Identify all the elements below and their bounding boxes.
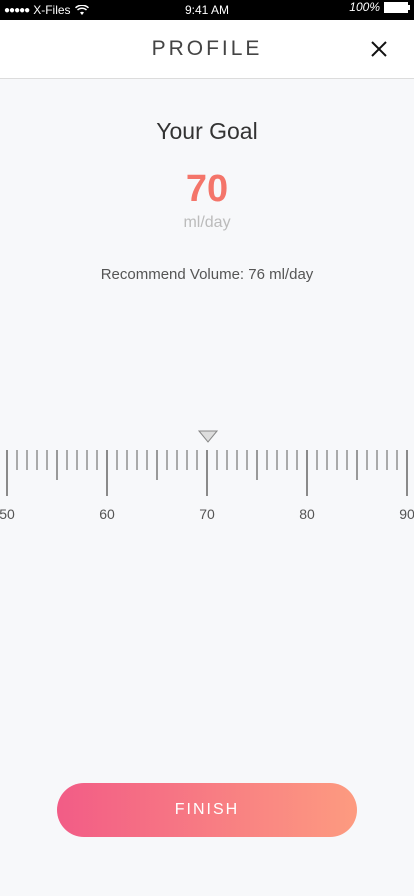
ruler-tick xyxy=(286,450,288,470)
ruler-tick xyxy=(366,450,368,470)
ruler-tick xyxy=(246,450,248,470)
finish-button[interactable]: FINISH xyxy=(57,783,357,837)
recommend-volume: Recommend Volume: 76 ml/day xyxy=(100,266,314,283)
ruler-tick xyxy=(16,450,18,470)
ruler-tick xyxy=(36,450,38,470)
ruler-tick xyxy=(256,450,258,480)
nav-bar: PROFILE xyxy=(0,20,414,79)
ruler-tick xyxy=(406,450,408,496)
carrier-name: X-Files xyxy=(33,3,71,17)
battery-icon xyxy=(384,1,410,13)
signal-icon: ●●●●● xyxy=(4,4,30,16)
ruler-label: 50 xyxy=(0,506,15,522)
goal-value: 70 xyxy=(185,168,229,210)
ruler-tick xyxy=(346,450,348,470)
ruler-tick xyxy=(386,450,388,470)
ruler-tick xyxy=(216,450,218,470)
ruler-pointer-icon xyxy=(198,430,218,443)
ruler-tick xyxy=(306,450,308,496)
ruler-tick xyxy=(76,450,78,470)
ruler-tick xyxy=(26,450,28,470)
volume-ruler-slider[interactable]: 50 60 70 80 90 xyxy=(0,448,414,528)
ruler-tick xyxy=(316,450,318,470)
ruler-tick xyxy=(6,450,8,496)
ruler-tick xyxy=(226,450,228,470)
ruler-tick xyxy=(146,450,148,470)
ruler-tick xyxy=(186,450,188,470)
ruler-tick xyxy=(376,450,378,470)
ruler-tick xyxy=(136,450,138,470)
goal-title: Your Goal xyxy=(156,118,258,144)
ruler-label: 80 xyxy=(299,506,315,522)
ruler-tick xyxy=(156,450,158,480)
wifi-icon xyxy=(74,4,89,15)
ruler-tick xyxy=(266,450,268,470)
ruler-label: 60 xyxy=(99,506,115,522)
ruler-tick xyxy=(296,450,298,470)
ruler-tick xyxy=(126,450,128,470)
status-bar-right: 100% xyxy=(349,0,410,14)
ruler-tick xyxy=(336,450,338,470)
ruler-tick xyxy=(196,450,198,470)
ruler-tick xyxy=(96,450,98,470)
status-time: 9:41 AM xyxy=(184,3,230,17)
ruler-tick xyxy=(56,450,58,480)
status-bar: ●●●●● X-Files 9:41 AM 100% xyxy=(0,0,414,20)
ruler-tick xyxy=(356,450,358,480)
ruler-tick xyxy=(46,450,48,470)
ruler-tick xyxy=(166,450,168,470)
ruler-tick xyxy=(176,450,178,470)
ruler-tick xyxy=(106,450,108,496)
ruler-tick xyxy=(116,450,118,470)
battery-percent: 100% xyxy=(349,0,380,14)
ruler-tick xyxy=(396,450,398,470)
page-title: PROFILE xyxy=(151,37,263,60)
ruler-tick xyxy=(276,450,278,470)
ruler-tick xyxy=(86,450,88,470)
close-icon xyxy=(371,41,387,57)
ruler-tick xyxy=(66,450,68,470)
close-button[interactable] xyxy=(366,36,392,62)
ruler-tick xyxy=(206,450,208,496)
status-bar-left: ●●●●● X-Files xyxy=(4,3,89,17)
ruler-label: 70 xyxy=(199,506,215,522)
ruler-tick xyxy=(326,450,328,470)
ruler-label: 90 xyxy=(399,506,414,522)
ruler-tick xyxy=(236,450,238,470)
goal-unit: ml/day xyxy=(183,214,231,231)
